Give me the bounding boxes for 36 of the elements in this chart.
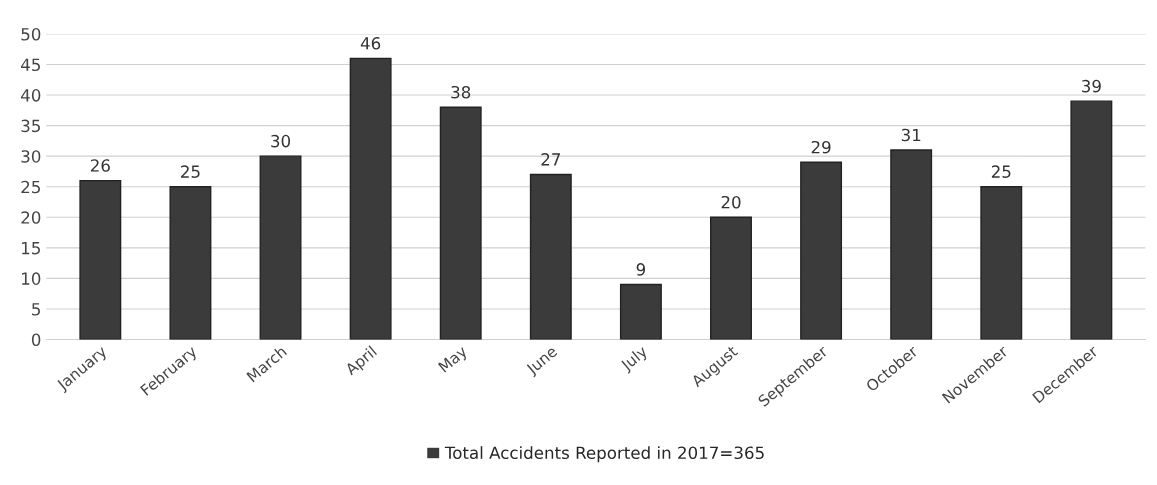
y-tick-label: 15	[22, 242, 40, 255]
y-tick-label: 40	[21, 89, 41, 102]
y-tick-label: 45	[21, 58, 40, 72]
data-label: 46	[360, 37, 381, 50]
data-label: 29	[811, 140, 831, 154]
bar	[980, 186, 1023, 340]
y-tick-label: 20	[21, 211, 41, 224]
y-tick-label: 35	[21, 119, 40, 133]
y-tick-label: 30	[21, 150, 41, 163]
data-label: 25	[181, 165, 200, 178]
bar	[79, 179, 122, 340]
y-tick-label: 5	[32, 303, 40, 316]
bar	[529, 173, 572, 340]
bar	[259, 155, 302, 340]
data-label: 27	[541, 153, 560, 166]
data-label: 39	[1082, 79, 1101, 93]
bar	[1070, 100, 1113, 340]
bar	[710, 216, 752, 340]
data-label: 30	[271, 134, 291, 148]
y-tick-label: 0	[31, 333, 41, 347]
data-label: 31	[901, 128, 921, 142]
data-label: 25	[991, 165, 1011, 178]
legend-label: Total Accidents Reported in 2017=365	[444, 446, 764, 463]
bar	[169, 186, 212, 340]
bar	[439, 106, 482, 340]
bar	[890, 149, 933, 340]
bar	[349, 57, 392, 340]
data-label: 26	[90, 159, 110, 172]
data-label: 20	[721, 195, 741, 209]
y-tick-label: 50	[21, 27, 41, 41]
bar	[800, 161, 843, 340]
data-label: 9	[636, 263, 646, 276]
y-tick-label: 25	[21, 180, 40, 194]
y-tick-label: 10	[22, 272, 41, 285]
data-label: 38	[451, 85, 471, 99]
bar	[619, 283, 662, 340]
